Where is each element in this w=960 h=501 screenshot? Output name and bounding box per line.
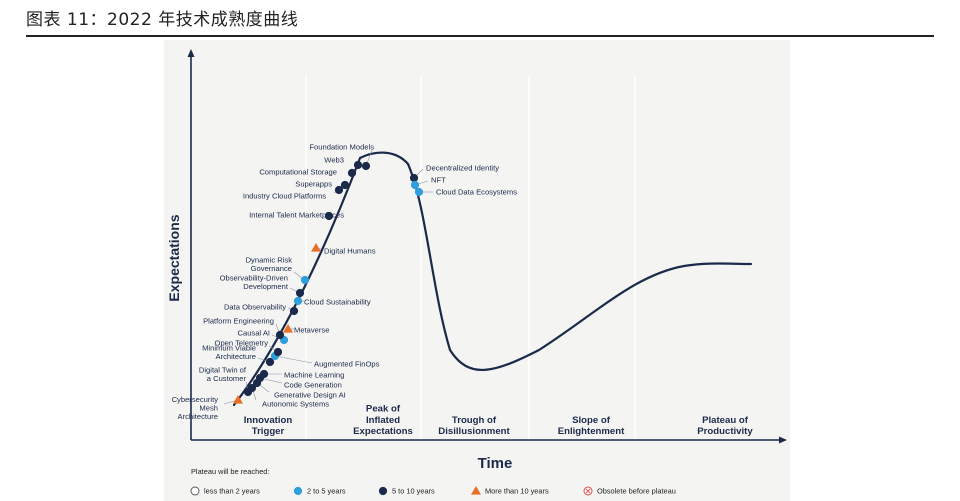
tech-label-augmented-finops: Augmented FinOps [314, 360, 380, 369]
legend-item-more-than-10-years: More than 10 years [485, 487, 549, 496]
phase-label-2: Inflated [366, 415, 400, 426]
tech-label-machine-learning: Machine Learning [284, 371, 344, 380]
marker-digital-twin-of-a-customer-icon [243, 387, 253, 397]
phase-label-2: Expectations [353, 426, 413, 437]
marker-data-observability-icon [289, 306, 299, 316]
axes: Expectations Time [166, 49, 787, 472]
marker-cybersecurity-mesh-architecture-icon [233, 395, 243, 404]
tech-label-digital-humans: Digital Humans [324, 247, 376, 256]
tech-label-digital-twin-of-a-customer: a Customer [207, 374, 247, 383]
legend-marker-more-than-10-years-icon [471, 486, 481, 495]
tech-label-dynamic-risk-governance: Dynamic Risk [246, 255, 293, 264]
phase-label-5: Productivity [697, 426, 753, 437]
hype-cycle-panel: Expectations Time Cybersecurity Mesh Archit… [164, 40, 790, 501]
phase-label-5: Plateau of [702, 415, 749, 426]
legend-item-less-than-2-years: less than 2 years [204, 487, 260, 496]
legend-marker-less-than-2-years-icon [190, 486, 200, 496]
marker-metaverse-icon [283, 324, 293, 333]
marker-cloud-sustainability-icon [293, 296, 303, 306]
tech-label-autonomic-systems: Autonomic Systems [262, 400, 329, 409]
caption-divider [26, 35, 934, 37]
tech-label-cybersecurity-mesh-architecture: Cybersecurity [172, 395, 219, 404]
tech-label-minimum-viable-architecture: Architecture [215, 352, 256, 361]
legend-item-5-to-10-years: 5 to 10 years [392, 487, 435, 496]
tech-label-internal-talent-marketplaces: Internal Talent Marketplaces [249, 211, 344, 220]
legend-item-2-to-5-years: 2 to 5 years [307, 487, 346, 496]
phase-label-4: Slope of [572, 415, 611, 426]
marker-nft-icon [410, 180, 420, 190]
marker-internal-talent-marketplaces-icon [324, 211, 334, 221]
marker-machine-learning-icon [259, 369, 269, 379]
tech-label-industry-cloud-platforms: Industry Cloud Platforms [243, 192, 326, 201]
legend: Plateau will be reached: less than 2 year… [190, 467, 676, 496]
phase-label-2: Peak of [366, 404, 401, 415]
tech-label-cybersecurity-mesh-architecture: Mesh [199, 404, 218, 413]
leader-augmented-finops [274, 355, 313, 364]
tech-label-nft: NFT [431, 176, 446, 185]
marker-open-telemetry-icon [273, 347, 283, 357]
marker-observability-driven-development-icon [295, 288, 305, 298]
tech-label-foundation-models: Foundation Models [309, 143, 374, 152]
x-axis-title: Time [478, 455, 513, 472]
technology-markers [233, 160, 424, 404]
phase-label-3: Disillusionment [438, 426, 510, 437]
tech-label-open-telemetry: Open Telemetry [215, 339, 269, 348]
tech-label-observability-driven-development: Observability-Driven [220, 273, 288, 282]
tech-label-decentralized-identity: Decentralized Identity [426, 164, 499, 173]
tech-label-cloud-data-ecosystems: Cloud Data Ecosystems [436, 188, 517, 197]
hype-curve-line [232, 151, 753, 407]
legend-marker-2-to-5-years-icon [293, 486, 303, 496]
phase-label-1: Innovation [244, 415, 293, 426]
legend-marker-5-to-10-years-icon [378, 486, 388, 496]
marker-decentralized-identity-icon [409, 173, 419, 183]
marker-platform-engineering-icon [275, 330, 285, 340]
tech-label-code-generation: Code Generation [284, 381, 342, 390]
tech-label-causal-ai: Causal AI [237, 329, 270, 338]
tech-label-digital-twin-of-a-customer: Digital Twin of [199, 365, 247, 374]
tech-label-observability-driven-development: Development [243, 282, 289, 291]
x-axis-arrow-icon [779, 436, 787, 444]
marker-superapps-icon [340, 180, 350, 190]
marker-web3-icon [353, 160, 363, 170]
phase-label-3: Trough of [452, 415, 497, 426]
tech-label-web3: Web3 [324, 156, 344, 165]
tech-label-cloud-sustainability: Cloud Sustainability [304, 298, 371, 307]
tech-label-platform-engineering: Platform Engineering [203, 317, 274, 326]
y-axis-title: Expectations [166, 214, 182, 301]
marker-dynamic-risk-governance-icon [300, 275, 310, 285]
legend-title: Plateau will be reached: [191, 467, 269, 476]
tech-label-metaverse: Metaverse [294, 326, 329, 335]
tech-label-computational-storage: Computational Storage [259, 168, 337, 177]
tech-label-generative-design-ai: Generative Design AI [274, 391, 346, 400]
marker-computational-storage-icon [347, 168, 357, 178]
tech-label-dynamic-risk-governance: Governance [251, 264, 292, 273]
figure-caption: 图表 11：2022 年技术成熟度曲线 [26, 10, 299, 30]
marker-digital-humans-icon [311, 243, 321, 252]
legend-item-obsolete-before-plateau: Obsolete before plateau [597, 487, 676, 496]
tech-label-minimum-viable-architecture: Minimum Viable [202, 343, 256, 352]
phase-separators [305, 75, 636, 440]
marker-foundation-models-icon [361, 161, 371, 171]
tech-label-data-observability: Data Observability [224, 303, 286, 312]
phase-label-4: Enlightenment [558, 426, 625, 437]
tech-label-superapps: Superapps [295, 180, 332, 189]
marker-minimum-viable-architecture-icon [265, 357, 275, 367]
marker-cloud-data-ecosystems-icon [414, 187, 424, 197]
tech-label-cybersecurity-mesh-architecture: Architecture [177, 412, 218, 421]
y-axis-arrow-icon [187, 49, 195, 57]
phase-label-1: Trigger [252, 426, 285, 437]
marker-industry-cloud-platforms-icon [334, 185, 344, 195]
hype-curve [232, 151, 753, 407]
legend-marker-obsolete-before-plateau-icon [583, 486, 593, 496]
